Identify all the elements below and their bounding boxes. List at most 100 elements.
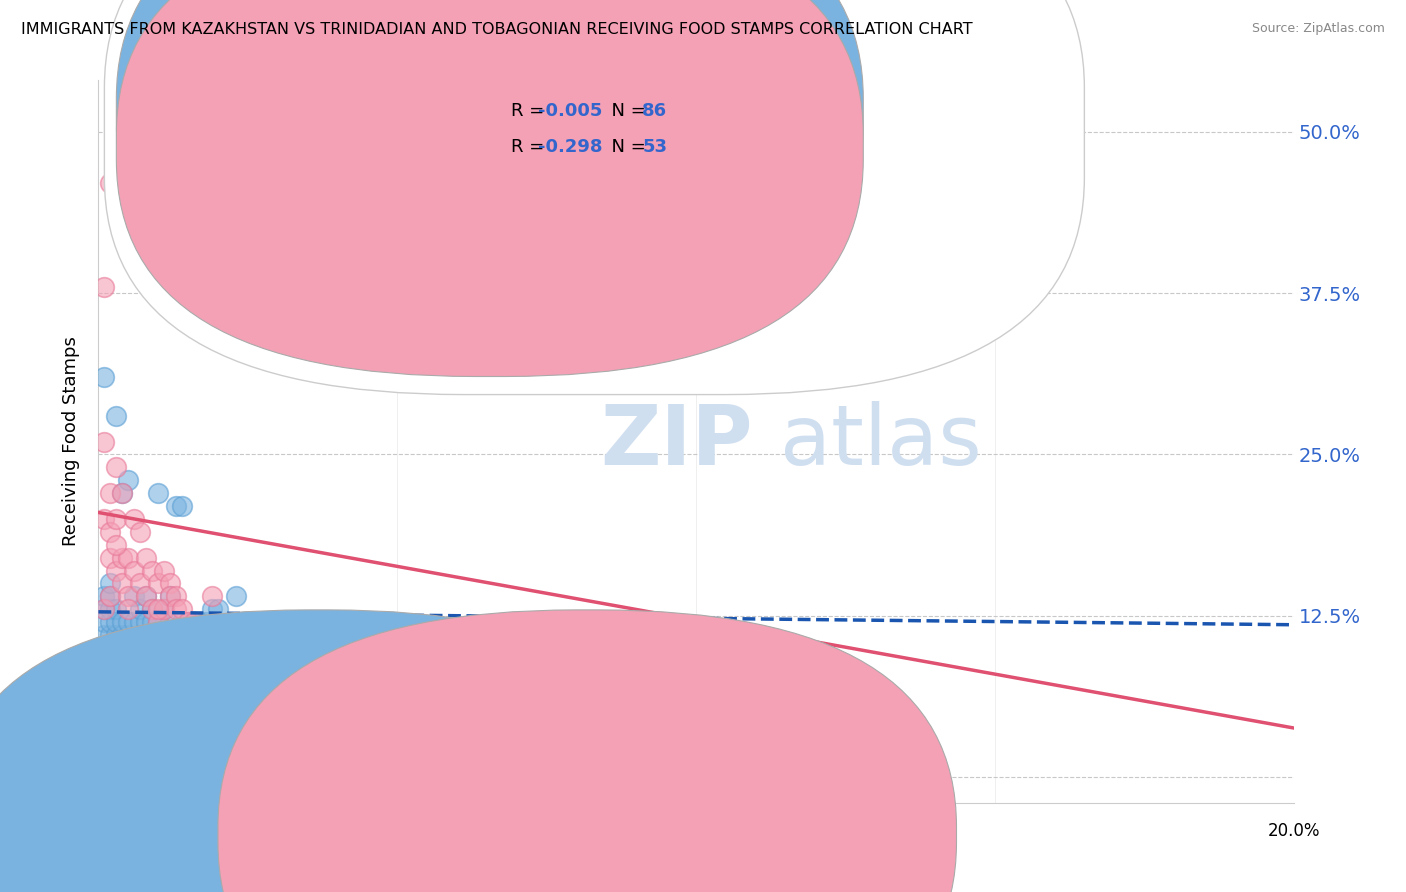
Point — [93, 628, 115, 642]
Point — [159, 640, 181, 655]
Point — [93, 615, 115, 630]
Point — [172, 499, 194, 513]
Point — [153, 602, 176, 616]
Point — [141, 602, 163, 616]
Point — [105, 512, 128, 526]
Point — [111, 654, 134, 668]
Point — [93, 692, 115, 706]
Point — [135, 628, 157, 642]
Point — [98, 680, 122, 694]
Point — [93, 706, 115, 720]
Point — [105, 602, 128, 616]
Point — [159, 590, 181, 604]
Point — [129, 576, 152, 591]
Point — [148, 602, 170, 616]
Point — [135, 590, 157, 604]
Point — [135, 615, 157, 630]
Point — [165, 602, 187, 616]
Text: R =: R = — [510, 137, 550, 156]
Point — [98, 706, 122, 720]
Point — [195, 615, 218, 630]
Point — [159, 576, 181, 591]
Text: atlas: atlas — [779, 401, 981, 482]
Point — [98, 590, 122, 604]
Point — [188, 615, 211, 630]
Point — [148, 576, 170, 591]
FancyBboxPatch shape — [218, 610, 956, 892]
Point — [188, 628, 211, 642]
Point — [93, 370, 115, 384]
Point — [105, 628, 128, 642]
Point — [105, 564, 128, 578]
Point — [148, 615, 170, 630]
Point — [141, 615, 163, 630]
Point — [117, 550, 139, 565]
Text: 86: 86 — [643, 102, 668, 120]
Point — [172, 602, 194, 616]
Point — [98, 602, 122, 616]
Point — [201, 731, 224, 746]
Point — [105, 666, 128, 681]
Point — [177, 615, 200, 630]
Text: 20.0%: 20.0% — [1267, 822, 1320, 840]
Point — [98, 615, 122, 630]
Point — [183, 640, 205, 655]
FancyBboxPatch shape — [104, 0, 1084, 394]
Point — [93, 680, 115, 694]
Point — [93, 640, 115, 655]
Text: -0.298: -0.298 — [538, 137, 603, 156]
Point — [159, 615, 181, 630]
Point — [93, 692, 115, 706]
Point — [117, 590, 139, 604]
Point — [201, 602, 224, 616]
Text: R =: R = — [510, 102, 550, 120]
Point — [93, 718, 115, 732]
Point — [111, 615, 134, 630]
Point — [105, 538, 128, 552]
Point — [219, 628, 242, 642]
Point — [117, 615, 139, 630]
Point — [111, 654, 134, 668]
Point — [105, 409, 128, 423]
Point — [93, 602, 115, 616]
Point — [105, 640, 128, 655]
Point — [111, 680, 134, 694]
Point — [172, 628, 194, 642]
Point — [111, 486, 134, 500]
Point — [98, 628, 122, 642]
Point — [117, 666, 139, 681]
Point — [153, 564, 176, 578]
FancyBboxPatch shape — [0, 610, 688, 892]
Point — [124, 590, 146, 604]
Point — [153, 628, 176, 642]
Point — [98, 666, 122, 681]
Point — [165, 590, 187, 604]
FancyBboxPatch shape — [117, 0, 863, 341]
Point — [159, 590, 181, 604]
Point — [93, 602, 115, 616]
Point — [111, 640, 134, 655]
Point — [93, 654, 115, 668]
Point — [124, 654, 146, 668]
Point — [117, 602, 139, 616]
Point — [98, 524, 122, 539]
Point — [117, 640, 139, 655]
Point — [105, 640, 128, 655]
Point — [135, 590, 157, 604]
Point — [98, 550, 122, 565]
Point — [183, 615, 205, 630]
Point — [93, 680, 115, 694]
Point — [105, 654, 128, 668]
Point — [201, 718, 224, 732]
Point — [111, 550, 134, 565]
Point — [148, 615, 170, 630]
Point — [124, 512, 146, 526]
Point — [129, 628, 152, 642]
Point — [105, 615, 128, 630]
Point — [129, 654, 152, 668]
Point — [98, 486, 122, 500]
Point — [98, 680, 122, 694]
Point — [148, 628, 170, 642]
Text: N =: N = — [600, 102, 652, 120]
Point — [98, 590, 122, 604]
